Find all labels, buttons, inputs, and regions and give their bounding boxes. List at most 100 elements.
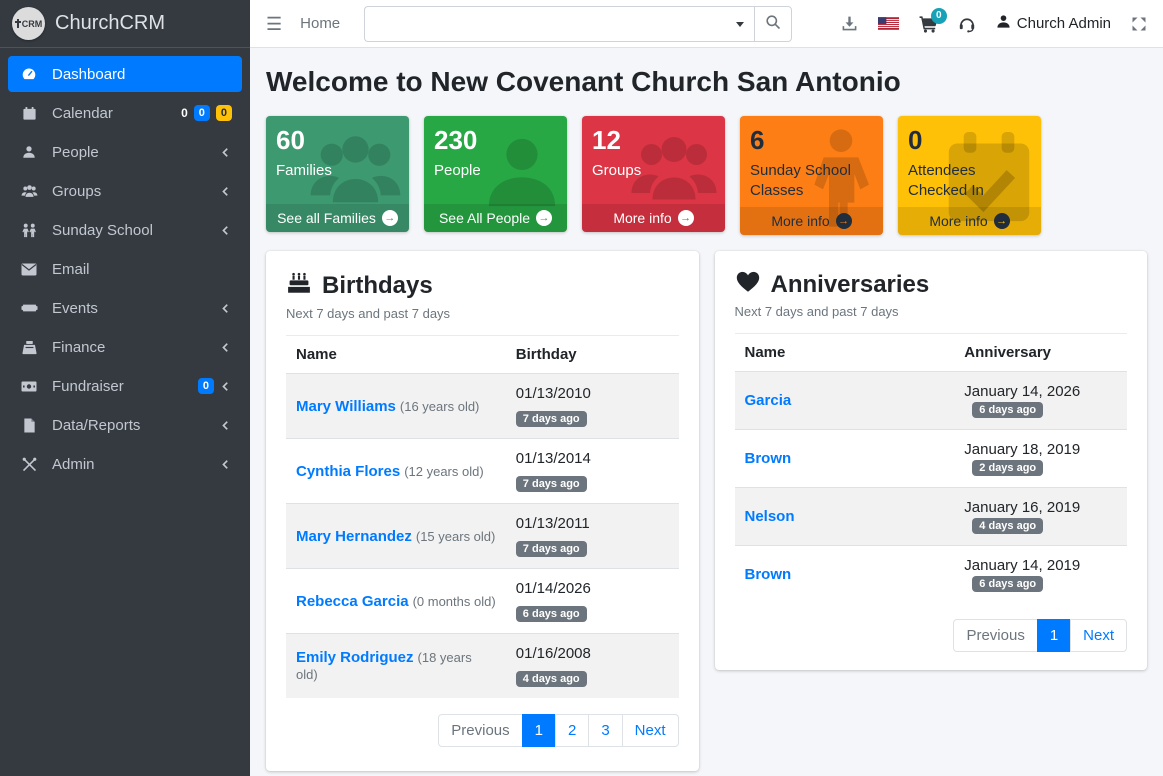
sidebar: CRM ChurchCRM Dashboard Calendar 0 0 0 xyxy=(0,0,250,776)
days-ago-badge: 6 days ago xyxy=(972,576,1044,593)
cards-row: Birthdays Next 7 days and past 7 days Na… xyxy=(266,251,1147,772)
sidebar-item-label: Calendar xyxy=(52,104,113,122)
download-icon[interactable] xyxy=(841,15,858,32)
table-row: Emily Rodriguez (18 years old) 01/16/2008… xyxy=(286,633,679,699)
sidebar-item-fundraiser[interactable]: Fundraiser 0 xyxy=(8,368,242,404)
sidebar-item-calendar[interactable]: Calendar 0 0 0 xyxy=(8,95,242,131)
stat-footer-label: More info xyxy=(771,213,830,230)
home-link[interactable]: Home xyxy=(300,15,341,32)
sidebar-item-groups[interactable]: Groups xyxy=(8,173,242,209)
main-area: ☰ Home xyxy=(250,0,1163,776)
page-title: Welcome to New Covenant Church San Anton… xyxy=(266,66,901,97)
page-button-1[interactable]: 1 xyxy=(521,714,556,748)
days-ago-badge: 2 days ago xyxy=(972,460,1044,477)
stat-footer-label: See All People xyxy=(438,210,531,226)
fullscreen-icon[interactable] xyxy=(1131,16,1147,32)
stat-footer-label: More info xyxy=(929,213,988,230)
table-row: Nelson January 16, 20194 days ago xyxy=(734,487,1127,546)
sidebar-item-sunday-school[interactable]: Sunday School xyxy=(8,212,242,248)
table-row: Brown January 14, 20196 days ago xyxy=(734,545,1127,604)
sidebar-item-people[interactable]: People xyxy=(8,134,242,170)
family-link[interactable]: Nelson xyxy=(744,508,795,526)
person-link[interactable]: Mary Williams xyxy=(296,397,396,415)
brand[interactable]: CRM ChurchCRM xyxy=(0,0,250,48)
stat-footer-label: More info xyxy=(613,210,672,226)
page-button-3[interactable]: 3 xyxy=(588,714,623,748)
stat-label: Families xyxy=(276,161,332,179)
calendar-icon xyxy=(18,106,40,121)
sunday-school-more-info-link[interactable]: More info → xyxy=(740,207,883,236)
column-header-name[interactable]: Name xyxy=(744,344,786,362)
sidebar-item-dashboard[interactable]: Dashboard xyxy=(8,56,242,92)
sidebar-item-email[interactable]: Email xyxy=(8,251,242,287)
see-all-families-link[interactable]: See all Families → xyxy=(266,204,409,232)
table-row: Rebecca Garcia (0 months old) 01/14/2026 6… xyxy=(286,568,679,634)
next-button[interactable]: Next xyxy=(1070,619,1127,653)
user-icon xyxy=(996,14,1011,33)
stat-value: 230 xyxy=(434,125,478,155)
stat-label: People xyxy=(434,161,481,179)
days-ago-badge: 6 days ago xyxy=(972,402,1044,419)
birthdays-subtitle: Next 7 days and past 7 days xyxy=(286,306,451,322)
arrow-circle-right-icon: → xyxy=(536,210,553,226)
brand-name: ChurchCRM xyxy=(55,12,166,34)
arrow-circle-right-icon: → xyxy=(835,213,852,230)
menu-toggle-icon[interactable]: ☰ xyxy=(266,13,283,34)
sidebar-item-label: Events xyxy=(52,299,98,317)
headset-icon[interactable] xyxy=(958,15,976,33)
previous-button[interactable]: Previous xyxy=(438,714,523,748)
chevron-left-icon xyxy=(220,342,232,353)
attendees-more-info-link[interactable]: More info → xyxy=(898,207,1041,236)
user-menu[interactable]: Church Admin xyxy=(996,14,1111,33)
arrow-circle-right-icon: → xyxy=(381,210,398,226)
cart-icon[interactable]: 0 xyxy=(919,7,947,33)
stat-value: 12 xyxy=(592,125,621,155)
person-link[interactable]: Emily Rodriguez xyxy=(296,649,414,667)
groups-more-info-link[interactable]: More info → xyxy=(582,204,725,232)
column-header-birthday[interactable]: Birthday xyxy=(515,346,577,364)
navbar-icons: 0 Church Admin xyxy=(841,7,1147,33)
child-icon xyxy=(805,128,877,233)
see-all-people-link[interactable]: See All People → xyxy=(424,204,567,232)
stat-box-attendees: 0 Attendees Checked In More info → xyxy=(898,116,1041,236)
chevron-down-icon[interactable] xyxy=(736,21,745,27)
sidebar-item-label: Admin xyxy=(52,455,95,473)
sidebar-item-data-reports[interactable]: Data/Reports xyxy=(8,407,242,443)
anniversaries-title: Anniversaries xyxy=(735,269,1128,300)
sidebar-item-label: People xyxy=(52,143,99,161)
column-header-name[interactable]: Name xyxy=(296,346,337,364)
count-badge: 0 xyxy=(181,106,188,120)
previous-button[interactable]: Previous xyxy=(953,619,1038,653)
us-flag-icon[interactable] xyxy=(877,17,899,30)
arrow-circle-right-icon: → xyxy=(993,213,1010,230)
sidebar-item-finance[interactable]: Finance xyxy=(8,329,242,365)
family-link[interactable]: Garcia xyxy=(744,392,792,410)
sidebar-item-admin[interactable]: Admin xyxy=(8,446,242,482)
person-link[interactable]: Rebecca Garcia xyxy=(296,592,409,610)
page-button-2[interactable]: 2 xyxy=(554,714,590,748)
stat-label: Sunday School Classes xyxy=(750,161,851,199)
column-header-anniversary[interactable]: Anniversary xyxy=(964,344,1052,362)
anniversary-date: January 18, 2019 xyxy=(964,441,1081,459)
next-button[interactable]: Next xyxy=(621,714,679,748)
stat-value: 60 xyxy=(276,125,305,155)
sidebar-item-label: Email xyxy=(52,260,90,278)
money-bill-icon xyxy=(18,381,40,392)
family-link[interactable]: Brown xyxy=(744,566,792,584)
person-link[interactable]: Mary Hernandez xyxy=(296,527,412,545)
chevron-left-icon xyxy=(220,225,232,236)
days-ago-badge: 4 days ago xyxy=(515,671,587,688)
person-age: (16 years old) xyxy=(399,398,480,414)
person-link[interactable]: Cynthia Flores xyxy=(296,462,401,480)
user-name: Church Admin xyxy=(1016,15,1111,32)
sidebar-item-events[interactable]: Events xyxy=(8,290,242,326)
chevron-left-icon xyxy=(220,420,232,431)
anniversary-date: January 14, 2026 xyxy=(964,383,1081,401)
table-row: Brown January 18, 20192 days ago xyxy=(734,429,1127,488)
family-link[interactable]: Brown xyxy=(744,450,792,468)
page-button-1[interactable]: 1 xyxy=(1036,619,1072,653)
days-ago-badge: 7 days ago xyxy=(515,541,587,558)
search-button[interactable] xyxy=(754,5,793,42)
search-input[interactable] xyxy=(364,5,755,42)
